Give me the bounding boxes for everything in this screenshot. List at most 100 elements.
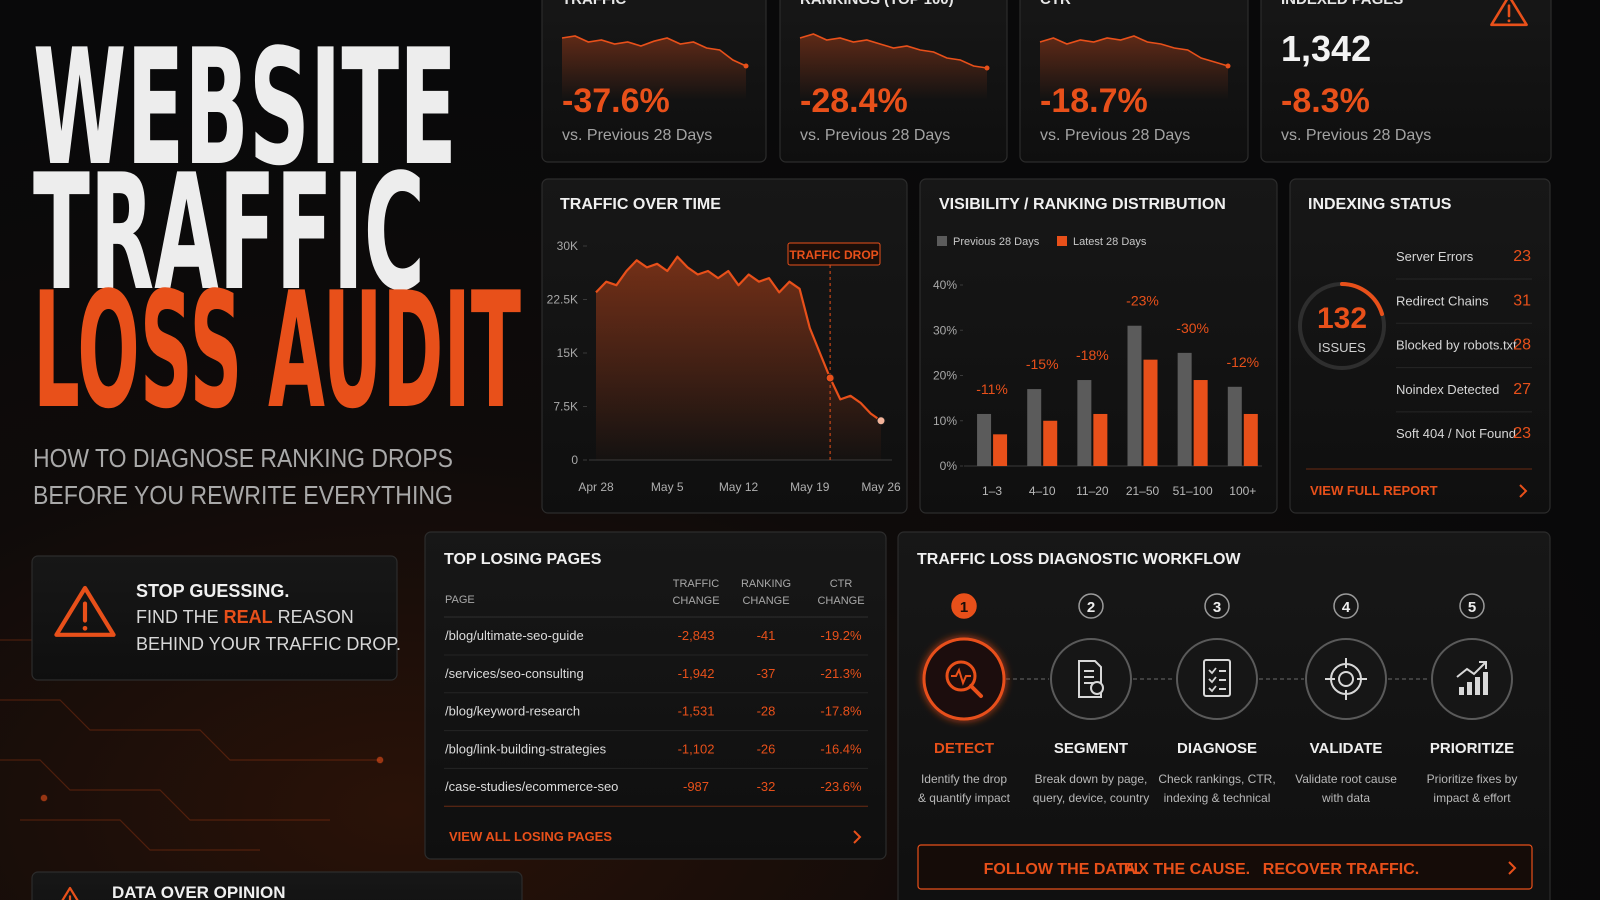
bar bbox=[977, 413, 992, 466]
issue-label: Noindex Detected bbox=[1396, 382, 1499, 397]
warning-icon-dot bbox=[82, 625, 88, 631]
kpi-note: vs. Previous 28 Days bbox=[1281, 127, 1431, 144]
legend-label: Latest 28 Days bbox=[1073, 236, 1147, 248]
gauge-arc bbox=[1340, 282, 1384, 316]
table-cell: -987 bbox=[683, 779, 709, 794]
kpi-value: 1,342 bbox=[1281, 28, 1371, 69]
kpi-label: RANKINGS (TOP 100) bbox=[800, 0, 954, 8]
footer-text: FOLLOW THE DATA. bbox=[984, 861, 1141, 878]
bar-annotation: -23% bbox=[1126, 293, 1159, 309]
y-tick-label: 7.5K bbox=[553, 400, 578, 414]
chevron-icon bbox=[1519, 484, 1528, 498]
bar bbox=[1127, 325, 1142, 466]
callout-line: FIND THE REAL REASON bbox=[136, 607, 354, 627]
callout-line: STOP GUESSING. bbox=[136, 581, 289, 601]
table-cell: -26 bbox=[757, 741, 776, 756]
step-number-circle bbox=[951, 593, 977, 619]
table-cell: /blog/link-building-strategies bbox=[445, 741, 607, 756]
step-icon bbox=[1479, 661, 1487, 669]
step-icon bbox=[969, 684, 983, 698]
kpi-change: -28.4% bbox=[800, 82, 908, 120]
step-icon bbox=[951, 667, 971, 686]
kpi-note: vs. Previous 28 Days bbox=[562, 127, 712, 144]
step-icon bbox=[1475, 677, 1480, 695]
bar bbox=[1177, 352, 1192, 466]
step-title: DETECT bbox=[934, 740, 994, 757]
bar bbox=[993, 434, 1008, 466]
step-icon bbox=[1078, 660, 1102, 698]
link: VIEW ALL LOSING PAGES bbox=[449, 829, 612, 844]
callout-word: REASON bbox=[278, 607, 354, 627]
bottom-card bbox=[31, 871, 523, 900]
table-cell: /blog/ultimate-seo-guide bbox=[445, 628, 584, 643]
table-cell: -21.3% bbox=[820, 666, 862, 681]
title-line: TRAFFIC bbox=[33, 139, 425, 326]
subtitle-line: BEFORE YOU REWRITE EVERYTHING bbox=[33, 480, 453, 510]
step-title: PRIORITIZE bbox=[1430, 740, 1514, 757]
annotation: TRAFFIC DROP bbox=[789, 248, 878, 262]
table-card bbox=[424, 531, 887, 860]
link: VIEW FULL REPORT bbox=[1310, 483, 1438, 498]
step-icon bbox=[1467, 682, 1472, 695]
x-tick-label: May 26 bbox=[861, 480, 901, 494]
sparkline bbox=[1039, 35, 1229, 67]
kpi-label: CTR bbox=[1040, 0, 1071, 8]
x-tick-label: 51–100 bbox=[1173, 484, 1213, 498]
issue-value: 23 bbox=[1513, 425, 1531, 442]
sparkline-area bbox=[1040, 36, 1228, 100]
step-icon bbox=[1208, 667, 1217, 675]
issue-value: 23 bbox=[1513, 248, 1531, 265]
step-number-circle bbox=[1333, 593, 1359, 619]
sparkline-area bbox=[800, 34, 987, 100]
y-tick-label: 20% bbox=[933, 369, 957, 383]
step-desc: Validate root cause bbox=[1295, 772, 1397, 786]
x-tick-label: 4–10 bbox=[1029, 484, 1056, 498]
footer-text: RECOVER TRAFFIC. bbox=[1263, 861, 1419, 878]
bar-annotation: -11% bbox=[976, 381, 1008, 397]
bar bbox=[1027, 389, 1042, 466]
warning-icon bbox=[54, 585, 116, 637]
x-tick-label: 1–3 bbox=[982, 484, 1002, 498]
table-header: CHANGE bbox=[817, 595, 864, 607]
table-header: TRAFFIC bbox=[673, 578, 719, 590]
bar bbox=[1193, 380, 1208, 466]
step-number: 4 bbox=[1342, 599, 1351, 616]
kpi-card bbox=[1260, 0, 1552, 163]
bar bbox=[1077, 380, 1092, 466]
step-circle bbox=[1305, 638, 1387, 720]
bar-annotation: -30% bbox=[1176, 320, 1209, 336]
kpi-change: -37.6% bbox=[562, 82, 670, 120]
step-icon bbox=[945, 660, 977, 692]
legend-swatch bbox=[1057, 236, 1067, 246]
bar bbox=[1093, 413, 1108, 466]
chart-title: VISIBILITY / RANKING DISTRIBUTION bbox=[939, 196, 1226, 213]
step-desc: query, device, country bbox=[1033, 791, 1150, 805]
step-icon bbox=[1203, 659, 1231, 697]
y-tick-label: 22.5K bbox=[547, 293, 578, 307]
step-number: 2 bbox=[1087, 599, 1095, 616]
sparkline bbox=[561, 35, 747, 67]
bar bbox=[1227, 386, 1242, 466]
y-tick-label: 30K bbox=[557, 239, 578, 253]
step-number: 3 bbox=[1213, 599, 1221, 616]
indexing-card bbox=[1289, 178, 1551, 514]
table-cell: /case-studies/ecommerce-seo bbox=[445, 779, 618, 794]
x-tick-label: Apr 28 bbox=[578, 480, 614, 494]
step-title: VALIDATE bbox=[1310, 740, 1383, 757]
x-tick-label: 11–20 bbox=[1076, 484, 1109, 498]
step-desc: Identify the drop bbox=[921, 772, 1007, 786]
warning-icon bbox=[1490, 0, 1528, 27]
bar-annotation: -15% bbox=[1026, 356, 1059, 372]
table-cell: -23.6% bbox=[820, 779, 862, 794]
bar-annotation: -12% bbox=[1226, 354, 1259, 370]
step-desc: indexing & technical bbox=[1164, 791, 1271, 805]
step-icon bbox=[1338, 671, 1354, 687]
footer-button[interactable] bbox=[917, 844, 1533, 890]
step-icon bbox=[1090, 681, 1104, 695]
line-point bbox=[825, 373, 835, 383]
step-number-circle bbox=[1459, 593, 1485, 619]
bar bbox=[1043, 420, 1058, 466]
table-cell: -1,102 bbox=[678, 741, 715, 756]
table-cell: -1,942 bbox=[678, 666, 715, 681]
